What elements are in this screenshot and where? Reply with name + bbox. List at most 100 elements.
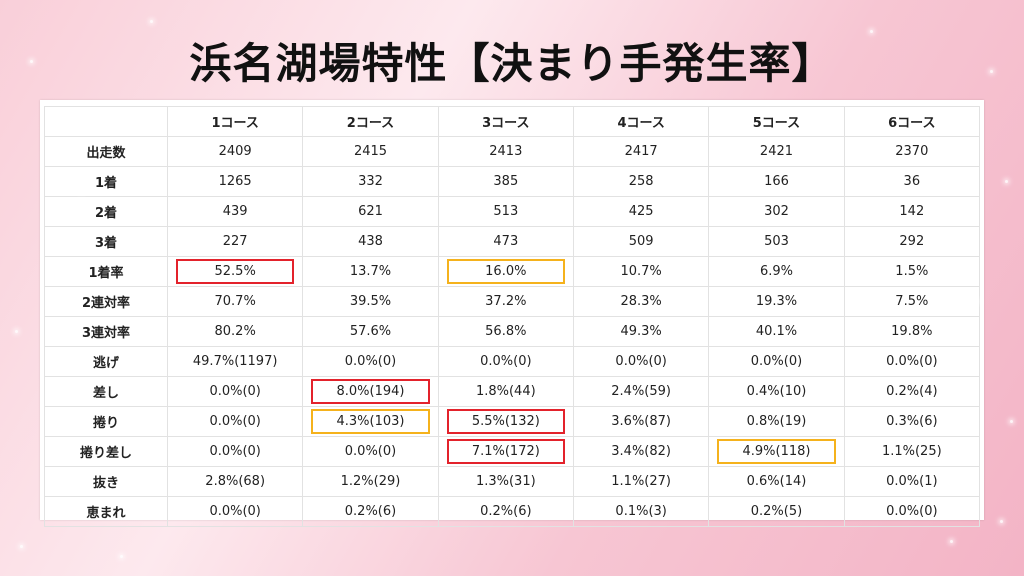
sparkle-decoration	[15, 330, 18, 333]
table-cell: 40.1%	[708, 316, 845, 347]
table-cell: 302	[708, 196, 845, 227]
sparkle-decoration	[990, 70, 993, 73]
table-cell: 80.2%	[166, 316, 304, 347]
highlighted-cell: 8.0%(194)	[302, 376, 439, 407]
highlighted-cell: 16.0%	[437, 256, 574, 287]
table-cell: 49.3%	[572, 316, 710, 347]
table-cell: 0.0%(0)	[166, 376, 304, 407]
table-cell: 0.0%(0)	[302, 346, 439, 377]
row-header: 逃げ	[44, 346, 168, 377]
sparkle-decoration	[1005, 180, 1008, 183]
stats-table-container: 1コース 2コース 3コース 4コース 5コース 6コース 出走数 2409 241…	[40, 100, 984, 527]
table-cell: 0.1%(3)	[572, 496, 710, 527]
table-cell: 2413	[437, 136, 574, 167]
table-cell: 0.4%(10)	[708, 376, 845, 407]
table-cell: 621	[302, 196, 439, 227]
sparkle-decoration	[20, 545, 23, 548]
row-header: 3連対率	[44, 316, 168, 347]
table-cell: 13.7%	[302, 256, 439, 287]
row-header: 捲り	[44, 406, 168, 437]
table-cell: 3.4%(82)	[572, 436, 710, 467]
table-row: 2着 439 621 513 425 302 142	[44, 196, 981, 227]
table-cell: 1.1%(25)	[843, 436, 981, 467]
row-header: 1着率	[44, 256, 168, 287]
sparkle-decoration	[950, 540, 953, 543]
table-cell: 0.0%(0)	[437, 346, 574, 377]
table-cell: 0.0%(0)	[166, 436, 304, 467]
page-title: 浜名湖場特性【決まり手発生率】	[189, 39, 835, 88]
table-cell: 473	[437, 226, 574, 257]
row-header: 捲り差し	[44, 436, 168, 467]
sparkle-decoration	[60, 480, 63, 483]
table-cell: 2.8%(68)	[166, 466, 304, 497]
row-header: 抜き	[44, 466, 168, 497]
column-header-course-6: 6コース	[843, 106, 981, 137]
table-row: 1着率 52.5% 13.7% 16.0% 10.7% 6.9% 1.5%	[44, 256, 981, 287]
table-cell: 0.0%(0)	[843, 346, 981, 377]
table-cell: 439	[166, 196, 304, 227]
table-cell: 36	[843, 166, 981, 197]
highlighted-cell: 5.5%(132)	[437, 406, 574, 437]
table-row: 出走数 2409 2415 2413 2417 2421 2370	[44, 136, 981, 167]
table-cell: 3.6%(87)	[572, 406, 710, 437]
table-cell: 10.7%	[572, 256, 710, 287]
table-cell: 438	[302, 226, 439, 257]
sparkle-decoration	[1010, 420, 1013, 423]
table-cell: 258	[572, 166, 710, 197]
row-header: 2着	[44, 196, 168, 227]
sparkle-decoration	[120, 555, 123, 558]
table-cell: 2417	[572, 136, 710, 167]
corner-header	[44, 106, 168, 137]
table-cell: 425	[572, 196, 710, 227]
table-cell: 37.2%	[437, 286, 574, 317]
table-cell: 0.0%(1)	[843, 466, 981, 497]
row-header: 1着	[44, 166, 168, 197]
table-cell: 57.6%	[302, 316, 439, 347]
table-cell: 70.7%	[166, 286, 304, 317]
table-cell: 1.8%(44)	[437, 376, 574, 407]
table-cell: 0.6%(14)	[708, 466, 845, 497]
row-header: 差し	[44, 376, 168, 407]
table-cell: 2.4%(59)	[572, 376, 710, 407]
column-header-course-5: 5コース	[708, 106, 845, 137]
table-cell: 6.9%	[708, 256, 845, 287]
sparkle-decoration	[975, 300, 978, 303]
table-cell: 1265	[166, 166, 304, 197]
highlighted-cell: 4.3%(103)	[302, 406, 439, 437]
table-row: 2連対率 70.7% 39.5% 37.2% 28.3% 19.3% 7.5%	[44, 286, 981, 317]
table-cell: 1.3%(31)	[437, 466, 574, 497]
column-header-course-1: 1コース	[166, 106, 304, 137]
stats-table: 1コース 2コース 3コース 4コース 5コース 6コース 出走数 2409 241…	[44, 106, 981, 527]
table-cell: 503	[708, 226, 845, 257]
table-cell: 509	[572, 226, 710, 257]
table-cell: 0.3%(6)	[843, 406, 981, 437]
table-cell: 39.5%	[302, 286, 439, 317]
table-row: 恵まれ 0.0%(0) 0.2%(6) 0.2%(6) 0.1%(3) 0.2%(5) 0.…	[44, 496, 981, 527]
table-cell: 56.8%	[437, 316, 574, 347]
table-cell: 1.1%(27)	[572, 466, 710, 497]
table-cell: 0.0%(0)	[572, 346, 710, 377]
table-cell: 49.7%(1197)	[166, 346, 304, 377]
table-cell: 332	[302, 166, 439, 197]
table-row: 捲り差し 0.0%(0) 0.0%(0) 7.1%(172) 3.4%(82) 4.9%(…	[44, 436, 981, 467]
table-cell: 227	[166, 226, 304, 257]
column-header-course-2: 2コース	[302, 106, 439, 137]
table-cell: 0.2%(4)	[843, 376, 981, 407]
table-cell: 1.2%(29)	[302, 466, 439, 497]
table-cell: 0.0%(0)	[166, 406, 304, 437]
table-cell: 142	[843, 196, 981, 227]
row-header: 2連対率	[44, 286, 168, 317]
row-header: 恵まれ	[44, 496, 168, 527]
table-cell: 19.8%	[843, 316, 981, 347]
table-row: 3連対率 80.2% 57.6% 56.8% 49.3% 40.1% 19.8%	[44, 316, 981, 347]
table-cell: 385	[437, 166, 574, 197]
sparkle-decoration	[30, 60, 33, 63]
row-header: 3着	[44, 226, 168, 257]
table-cell: 0.2%(6)	[302, 496, 439, 527]
table-cell: 166	[708, 166, 845, 197]
column-header-course-3: 3コース	[437, 106, 574, 137]
table-cell: 7.5%	[843, 286, 981, 317]
table-cell: 0.0%(0)	[843, 496, 981, 527]
table-row: 1着 1265 332 385 258 166 36	[44, 166, 981, 197]
row-header: 出走数	[44, 136, 168, 167]
